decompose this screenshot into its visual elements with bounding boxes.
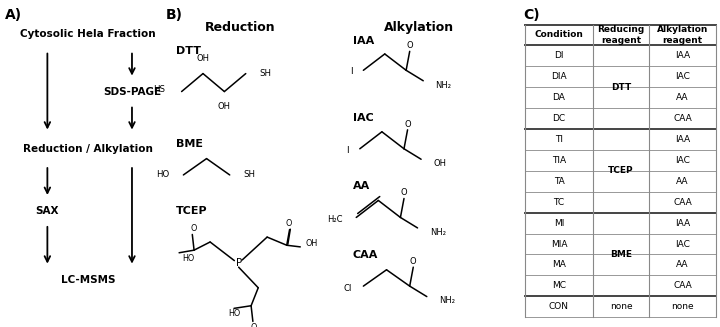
Text: I: I bbox=[346, 146, 349, 155]
Text: IAC: IAC bbox=[675, 72, 690, 81]
Text: SH: SH bbox=[259, 69, 271, 78]
Text: MIA: MIA bbox=[551, 239, 567, 249]
Text: H₂C: H₂C bbox=[327, 215, 343, 224]
Text: Reducing
reagent: Reducing reagent bbox=[598, 25, 644, 45]
Text: TC: TC bbox=[554, 198, 564, 207]
Text: CAA: CAA bbox=[353, 250, 378, 260]
Text: CON: CON bbox=[549, 302, 569, 311]
Text: SDS-PAGE: SDS-PAGE bbox=[103, 87, 161, 96]
Text: Reduction / Alkylation: Reduction / Alkylation bbox=[23, 144, 153, 154]
Text: C): C) bbox=[523, 8, 540, 22]
Text: Cytosolic Hela Fraction: Cytosolic Hela Fraction bbox=[20, 29, 156, 39]
Text: CAA: CAA bbox=[673, 198, 692, 207]
Text: O: O bbox=[404, 120, 411, 129]
Text: CAA: CAA bbox=[673, 281, 692, 290]
Text: O: O bbox=[191, 224, 197, 233]
Text: DI: DI bbox=[554, 51, 564, 60]
Text: O: O bbox=[251, 322, 257, 327]
Text: BME: BME bbox=[610, 250, 632, 259]
Text: Alkylation: Alkylation bbox=[384, 21, 454, 34]
Text: O: O bbox=[410, 257, 417, 266]
Text: AA: AA bbox=[676, 177, 689, 186]
Text: DTT: DTT bbox=[611, 83, 631, 92]
Text: BME: BME bbox=[176, 139, 203, 149]
Text: IAC: IAC bbox=[675, 239, 690, 249]
Text: IAA: IAA bbox=[675, 51, 690, 60]
Text: O: O bbox=[406, 41, 413, 50]
Text: B): B) bbox=[166, 8, 183, 22]
Text: NH₂: NH₂ bbox=[439, 296, 455, 305]
Text: HO: HO bbox=[156, 170, 169, 179]
Text: IAA: IAA bbox=[675, 219, 690, 228]
Text: SH: SH bbox=[243, 170, 256, 179]
Text: NH₂: NH₂ bbox=[430, 228, 446, 237]
Text: OH: OH bbox=[197, 54, 210, 63]
Text: DTT: DTT bbox=[176, 46, 202, 56]
Text: IAA: IAA bbox=[353, 36, 374, 46]
Text: none: none bbox=[610, 302, 632, 311]
Text: Condition: Condition bbox=[534, 30, 583, 40]
Text: A): A) bbox=[5, 8, 22, 22]
Text: P: P bbox=[235, 258, 242, 268]
Text: MC: MC bbox=[552, 281, 566, 290]
Text: IAC: IAC bbox=[353, 113, 374, 123]
Text: HO: HO bbox=[228, 309, 240, 318]
Text: NH₂: NH₂ bbox=[436, 80, 451, 90]
Text: TCEP: TCEP bbox=[608, 166, 634, 175]
Text: IAA: IAA bbox=[675, 135, 690, 144]
Text: CAA: CAA bbox=[673, 114, 692, 123]
Text: SAX: SAX bbox=[35, 206, 59, 216]
Text: AA: AA bbox=[353, 181, 370, 191]
Text: DC: DC bbox=[552, 114, 565, 123]
Text: Alkylation
reagent: Alkylation reagent bbox=[657, 25, 708, 45]
Text: OH: OH bbox=[218, 102, 231, 111]
Text: TCEP: TCEP bbox=[176, 206, 208, 216]
Text: HS: HS bbox=[153, 85, 166, 95]
Text: LC-MSMS: LC-MSMS bbox=[60, 275, 115, 284]
Text: MA: MA bbox=[552, 260, 566, 269]
Text: TIA: TIA bbox=[552, 156, 566, 165]
Text: OH: OH bbox=[305, 239, 318, 248]
Text: O: O bbox=[285, 219, 292, 229]
Text: AA: AA bbox=[676, 260, 689, 269]
Text: Reduction: Reduction bbox=[205, 21, 276, 34]
Text: AA: AA bbox=[676, 93, 689, 102]
Text: O: O bbox=[401, 188, 408, 198]
Text: I: I bbox=[350, 67, 353, 77]
Text: MI: MI bbox=[554, 219, 564, 228]
Text: none: none bbox=[671, 302, 694, 311]
Text: TI: TI bbox=[555, 135, 563, 144]
Text: HO: HO bbox=[183, 254, 195, 263]
Text: Cl: Cl bbox=[343, 284, 352, 293]
Text: OH: OH bbox=[433, 159, 446, 168]
Text: IAC: IAC bbox=[675, 156, 690, 165]
Text: DA: DA bbox=[552, 93, 565, 102]
Text: DIA: DIA bbox=[551, 72, 567, 81]
Text: TA: TA bbox=[554, 177, 564, 186]
